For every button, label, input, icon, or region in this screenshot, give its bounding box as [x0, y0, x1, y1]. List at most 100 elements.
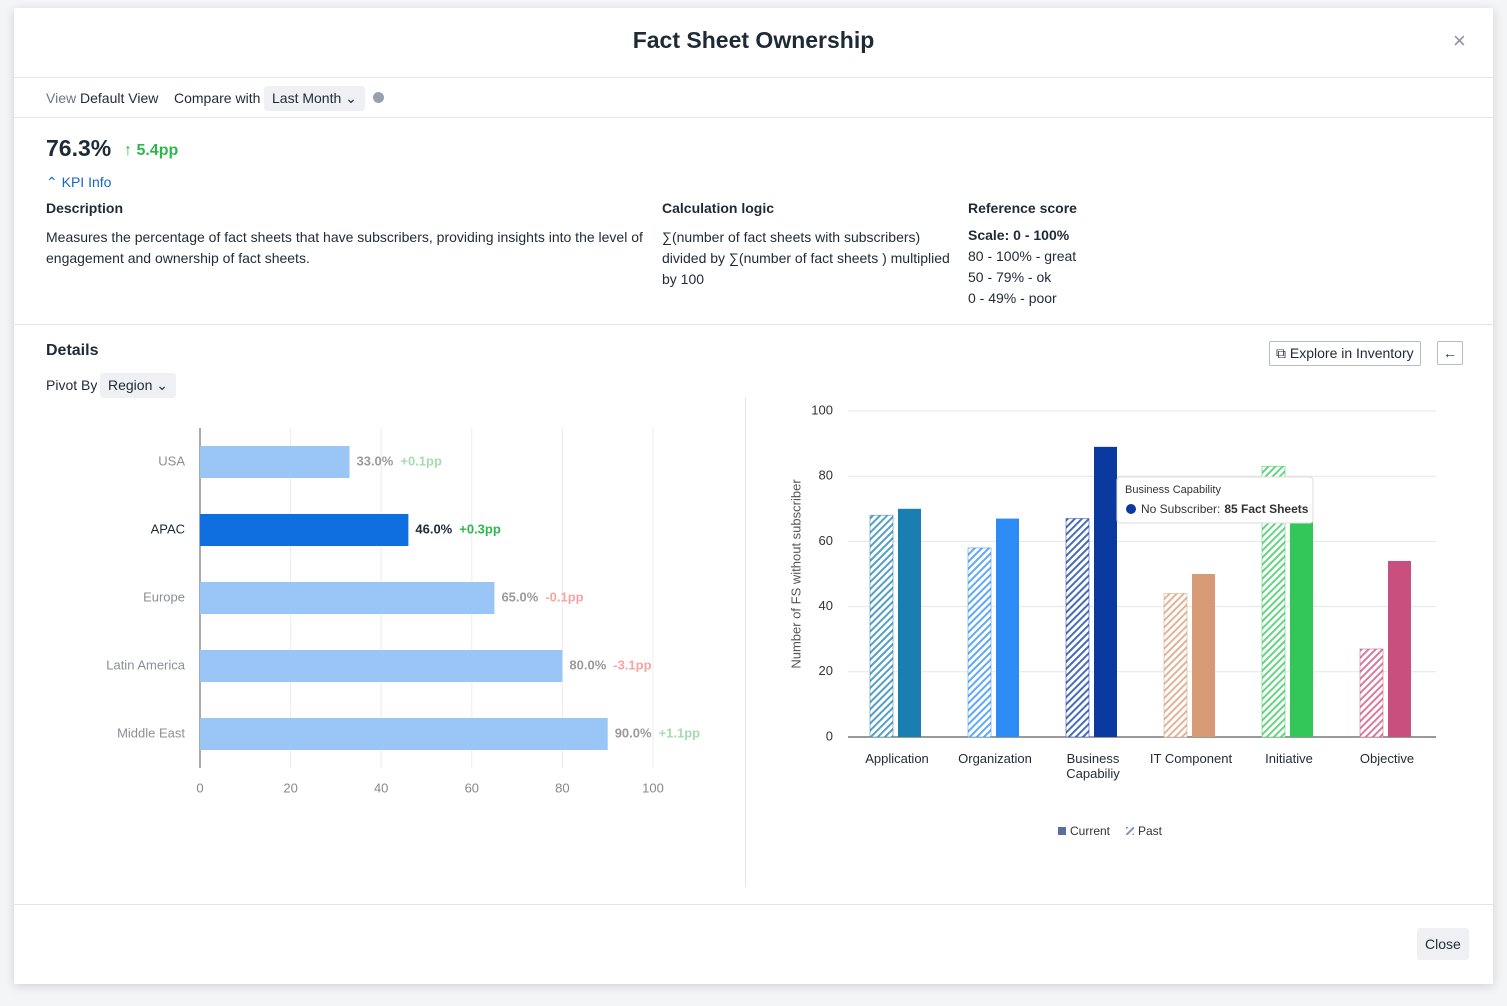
- tooltip-value: 85 Fact Sheets: [1224, 502, 1308, 516]
- y-tick-label: 100: [811, 402, 833, 417]
- tooltip-title: Business Capability: [1125, 484, 1221, 496]
- bar: [1094, 446, 1117, 737]
- change-label: -3.1pp: [613, 657, 651, 672]
- calculation-heading: Calculation logic: [662, 200, 775, 216]
- y-tick-label: 0: [826, 728, 833, 743]
- change-label: +1.1pp: [659, 725, 701, 740]
- bar: [200, 514, 409, 546]
- bar: [1192, 574, 1215, 737]
- bar: [1359, 648, 1384, 738]
- category-label: Europe: [143, 589, 185, 604]
- legend-swatch: [1126, 827, 1134, 835]
- bar: [1163, 593, 1188, 738]
- kpi-value: 76.3%: [46, 135, 112, 161]
- compare-label: Compare with: [174, 90, 261, 106]
- close-icon[interactable]: ×: [1453, 28, 1466, 53]
- title: Fact Sheet Ownership: [632, 27, 875, 53]
- kpi-info-text: KPI Info: [61, 174, 112, 190]
- compare-value: Last Month: [272, 90, 342, 106]
- reference-line: 0 - 49% - poor: [968, 290, 1057, 306]
- compare-dropdown[interactable]: Last Month ⌄: [264, 86, 365, 111]
- bar: [996, 518, 1019, 737]
- reference-line: 80 - 100% - great: [968, 248, 1077, 264]
- reference-heading: Reference score: [968, 200, 1077, 216]
- change-label: +0.1pp: [400, 453, 442, 468]
- description-heading: Description: [46, 200, 124, 216]
- y-tick-label: 60: [819, 533, 833, 548]
- details-heading: Details: [46, 342, 99, 359]
- bar: [1290, 489, 1313, 737]
- x-tick-label: 100: [642, 780, 664, 795]
- x-tick-label: Organization: [958, 751, 1032, 766]
- y-tick-label: 40: [819, 598, 833, 613]
- x-tick-label: 0: [196, 780, 203, 795]
- value-label: 33.0%: [356, 453, 393, 468]
- legend-swatch: [1058, 827, 1066, 835]
- x-tick-label: Objective: [1359, 751, 1415, 766]
- value-label: 65.0%: [501, 589, 538, 604]
- view-value[interactable]: Default View: [80, 90, 159, 106]
- bar: [200, 446, 350, 478]
- category-label: Latin America: [106, 657, 186, 672]
- bar: [967, 547, 992, 738]
- x-tick-label: Initiative: [1265, 751, 1313, 766]
- tooltip-dot: [1126, 504, 1136, 514]
- category-label: USA: [158, 453, 185, 468]
- y-tick-label: 80: [819, 468, 833, 483]
- change-label: +0.3pp: [459, 521, 501, 536]
- kpi-info-toggle[interactable]: ⌃ KPI Info: [46, 174, 112, 190]
- reference-line: 50 - 79% - ok: [968, 269, 1052, 285]
- view-label: View: [46, 90, 77, 106]
- divider: [14, 77, 1493, 78]
- info-icon[interactable]: [373, 92, 384, 103]
- tooltip: Business Capability No Subscriber: 85 Fact…: [1116, 476, 1314, 524]
- pivot-dropdown[interactable]: Region ⌄: [100, 373, 176, 398]
- x-tick-label: 20: [283, 780, 297, 795]
- x-tick-label: Application: [865, 751, 929, 766]
- x-tick-label: Business Capabiliy: [1066, 751, 1120, 781]
- bar: [1388, 560, 1411, 737]
- value-label: 90.0%: [615, 725, 652, 740]
- x-tick-label: 80: [555, 780, 569, 795]
- x-tick-label: 40: [374, 780, 388, 795]
- divider: [14, 117, 1493, 118]
- type-chart: 0 20 40 60 80 100 Number of FS without subscri…: [780, 395, 1460, 855]
- close-button[interactable]: Close: [1417, 928, 1469, 960]
- divider: [14, 324, 1493, 325]
- x-tick-label: 60: [465, 780, 479, 795]
- type-chart-svg: 0 20 40 60 80 100 Number of FS without subscri…: [788, 402, 1436, 838]
- reference-line: Scale: 0 - 100%: [968, 227, 1070, 243]
- bar: [200, 718, 608, 750]
- bar: [869, 514, 894, 738]
- bar: [1261, 465, 1286, 738]
- category-label: Middle East: [117, 725, 185, 740]
- bar: [898, 508, 921, 737]
- pivot-label: Pivot By: [46, 377, 98, 393]
- category-label: APAC: [151, 521, 185, 536]
- legend-label: Current: [1070, 824, 1111, 838]
- explore-button[interactable]: ⧉ Explore in Inventory: [1269, 341, 1421, 366]
- change-label: -0.1pp: [545, 589, 583, 604]
- y-tick-label: 20: [819, 663, 833, 678]
- tooltip-label: No Subscriber:: [1141, 502, 1220, 516]
- description-text: Measures the percentage of fact sheets t…: [46, 229, 643, 266]
- region-chart: 0 20 40 60 80 100 USA 33.0% +0.1pp APAC 46.0% +0.3p…: [106, 428, 701, 795]
- pivot-value: Region: [108, 377, 153, 393]
- chart-divider: [745, 397, 746, 887]
- explore-text: Explore in Inventory: [1289, 345, 1414, 361]
- value-label: 80.0%: [569, 657, 606, 672]
- back-button[interactable]: ←: [1437, 341, 1463, 365]
- bar: [200, 582, 495, 614]
- calculation-text: ∑(number of fact sheets with subscribers…: [662, 229, 950, 287]
- kpi-change-value: 5.4pp: [136, 142, 179, 159]
- bar: [1065, 518, 1090, 738]
- x-tick-label: IT Component: [1149, 751, 1233, 766]
- legend-label: Past: [1138, 824, 1163, 838]
- y-axis-title: Number of FS without subscriber: [788, 479, 803, 669]
- value-label: 46.0%: [415, 521, 452, 536]
- tooltip-box: [1116, 476, 1314, 524]
- kpi-change: ↑ 5.4pp: [124, 142, 179, 159]
- divider: [14, 904, 1493, 905]
- bar: [200, 650, 563, 682]
